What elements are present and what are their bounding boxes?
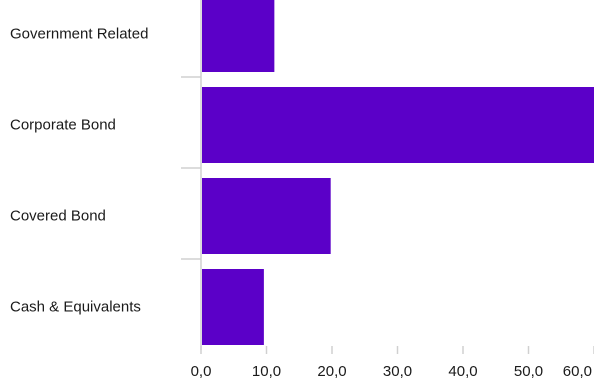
category-label: Government Related bbox=[10, 26, 148, 43]
x-tick-label: 60,0 bbox=[563, 363, 592, 380]
x-tick-label: 10,0 bbox=[252, 363, 281, 380]
x-tick-label: 30,0 bbox=[383, 363, 412, 380]
bar-cash-equivalents[interactable] bbox=[202, 269, 264, 345]
bar-corporate-bond[interactable] bbox=[202, 87, 594, 163]
x-tick-label: 40,0 bbox=[448, 363, 477, 380]
category-label: Corporate Bond bbox=[10, 117, 116, 134]
x-tick-label: 20,0 bbox=[317, 363, 346, 380]
bar-government-related[interactable] bbox=[202, 0, 275, 72]
category-label: Covered Bond bbox=[10, 208, 106, 225]
bar-covered-bond[interactable] bbox=[202, 178, 331, 254]
x-tick-label: 0,0 bbox=[191, 363, 212, 380]
x-tick-label: 50,0 bbox=[514, 363, 543, 380]
category-label: Cash & Equivalents bbox=[10, 299, 141, 316]
